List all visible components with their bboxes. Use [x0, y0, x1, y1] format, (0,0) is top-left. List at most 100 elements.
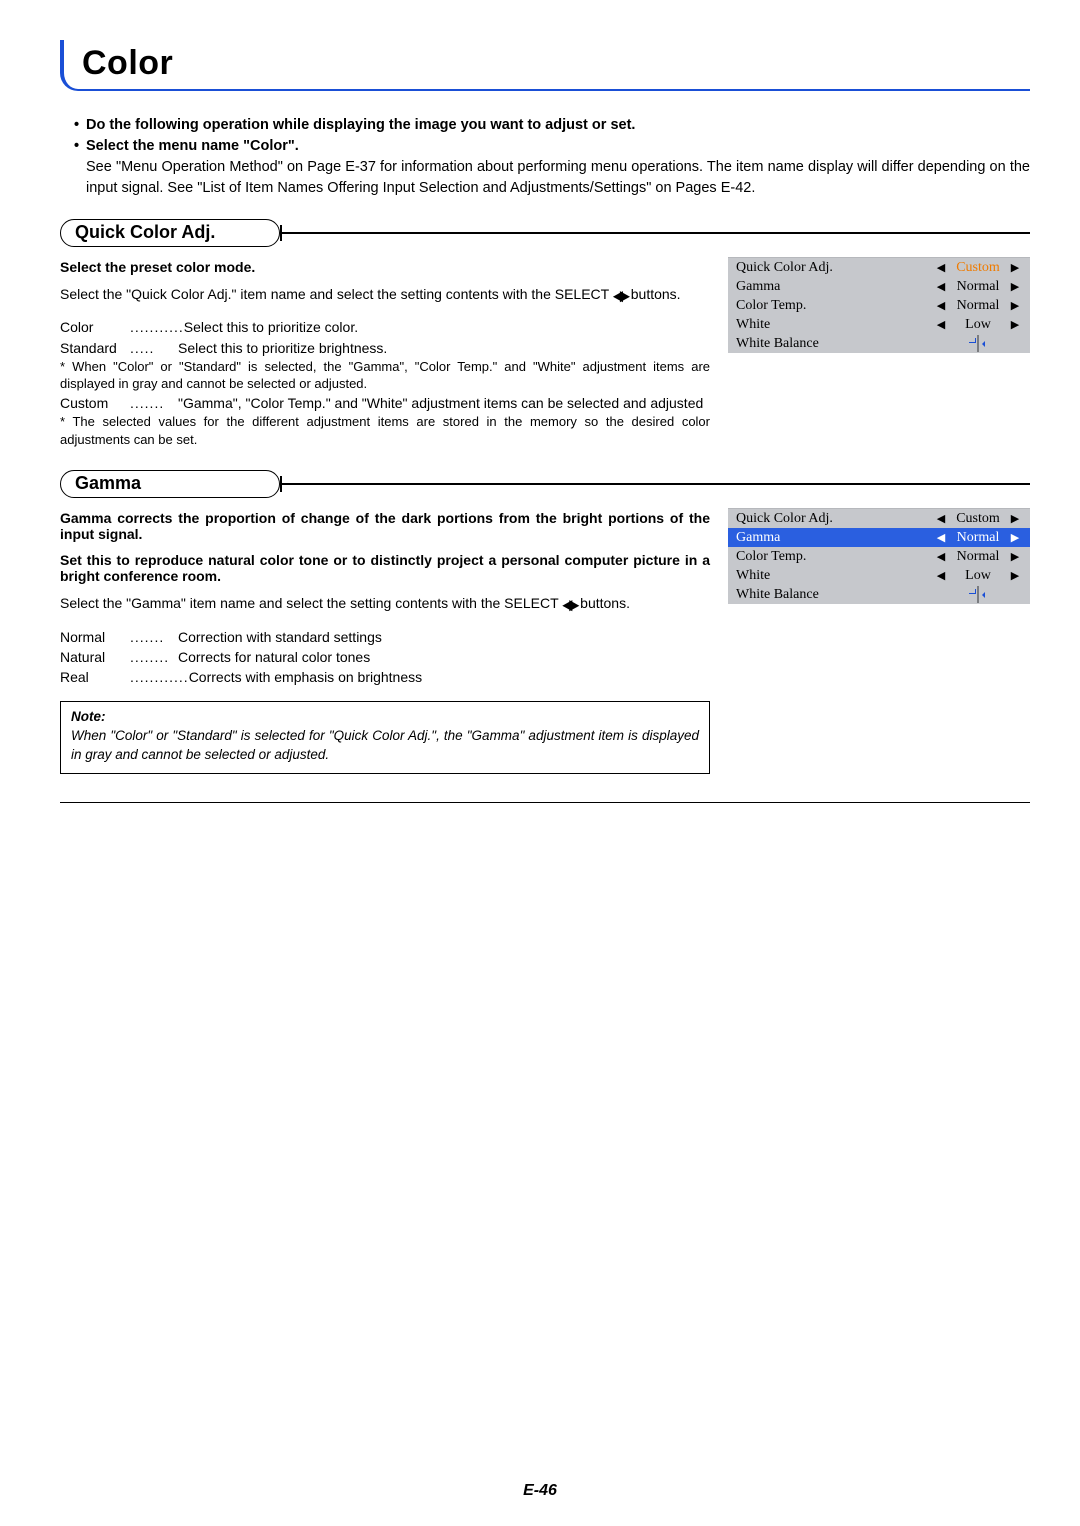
intro-line1: Do the following operation while display…: [86, 115, 1030, 136]
note-head: Note:: [71, 709, 106, 724]
note-body: When "Color" or "Standard" is selected f…: [71, 728, 699, 762]
divider: [60, 802, 1030, 803]
enter-icon: [977, 586, 979, 603]
def-val: Corrects with emphasis on brightness: [189, 667, 710, 687]
menu-label: Color Temp.: [736, 298, 932, 314]
menu-row: White Balance: [728, 585, 1030, 604]
bullet-icon: •: [74, 115, 86, 136]
arrow-left-icon: ◀: [932, 569, 950, 582]
menu-value: Low: [950, 568, 1006, 584]
page-title: Color: [82, 40, 1030, 89]
menu-value: Normal: [950, 279, 1006, 295]
menu-value: Normal: [950, 530, 1006, 546]
arrow-left-icon: ◀: [932, 261, 950, 274]
def-val: Corrects for natural color tones: [178, 647, 710, 667]
intro-line2: Select the menu name "Color".: [86, 136, 1030, 157]
menu-label: White Balance: [736, 587, 932, 603]
def-key: Real: [60, 667, 130, 687]
arrow-right-icon: ▶: [1006, 280, 1024, 293]
menu-label: White: [736, 568, 932, 584]
def-key: Standard: [60, 338, 130, 358]
def-key: Natural: [60, 647, 130, 667]
def-dots: .....: [130, 338, 178, 358]
arrow-right-icon: ▶: [1006, 318, 1024, 331]
def-key: Normal: [60, 627, 130, 647]
menu-label: Quick Color Adj.: [736, 260, 932, 276]
def-dots: ...........: [130, 317, 184, 337]
def-key: Color: [60, 317, 130, 337]
menu-row: Quick Color Adj.◀Custom▶: [728, 509, 1030, 528]
def-val: Correction with standard settings: [178, 627, 710, 647]
arrow-right-icon: ▶: [1006, 569, 1024, 582]
intro-see: See "Menu Operation Method" on Page E-37…: [86, 157, 1030, 199]
enter-icon: [977, 335, 979, 352]
qca-sub: Select the preset color mode.: [60, 259, 710, 275]
osd-menu-quick-color: Quick Color Adj.◀Custom▶Gamma◀Normal▶Col…: [728, 257, 1030, 353]
gamma-sub1: Gamma corrects the proportion of change …: [60, 510, 710, 542]
def-dots: .......: [130, 393, 178, 413]
left-right-arrows-icon: ◀▶: [613, 286, 627, 306]
menu-row: Color Temp.◀Normal▶: [728, 547, 1030, 566]
left-right-arrows-icon: ◀▶: [562, 595, 576, 615]
page-number: E-46: [0, 1482, 1080, 1500]
qca-body: Select the "Quick Color Adj." item name …: [60, 285, 710, 305]
gamma-body: Select the "Gamma" item name and select …: [60, 594, 710, 614]
def-dots: ............: [130, 667, 189, 687]
def-val: Select this to prioritize brightness.: [178, 338, 710, 358]
arrow-right-icon: ▶: [1006, 261, 1024, 274]
menu-value: Custom: [950, 260, 1006, 276]
menu-row: White◀Low▶: [728, 315, 1030, 334]
def-val: Select this to prioritize color.: [184, 317, 710, 337]
qca-body-tail: buttons.: [627, 286, 681, 302]
qca-definitions: Color ........... Select this to priorit…: [60, 317, 710, 448]
divider-line: [281, 232, 1030, 234]
page-title-wrap: Color: [60, 40, 1030, 91]
menu-label: Color Temp.: [736, 549, 932, 565]
menu-label: Quick Color Adj.: [736, 511, 932, 527]
arrow-left-icon: ◀: [932, 531, 950, 544]
osd-menu-gamma: Quick Color Adj.◀Custom▶Gamma◀Normal▶Col…: [728, 508, 1030, 604]
menu-value: Normal: [950, 549, 1006, 565]
menu-value: Low: [950, 317, 1006, 333]
bullet-icon: •: [74, 136, 86, 157]
menu-value: Custom: [950, 511, 1006, 527]
def-dots: ........: [130, 647, 178, 667]
arrow-left-icon: ◀: [932, 280, 950, 293]
arrow-right-icon: ▶: [1006, 299, 1024, 312]
def-key: Custom: [60, 393, 130, 413]
menu-label: White Balance: [736, 336, 932, 352]
arrow-left-icon: ◀: [932, 550, 950, 563]
section-pill: Gamma: [60, 470, 280, 498]
section-heading-quick-color: Quick Color Adj.: [60, 219, 1030, 247]
gamma-definitions: Normal ....... Correction with standard …: [60, 627, 710, 688]
arrow-left-icon: ◀: [932, 512, 950, 525]
qca-note2: * The selected values for the different …: [60, 413, 710, 448]
menu-label: White: [736, 317, 932, 333]
menu-label: Gamma: [736, 279, 932, 295]
menu-row: Color Temp.◀Normal▶: [728, 296, 1030, 315]
section-heading-gamma: Gamma: [60, 470, 1030, 498]
menu-row: White◀Low▶: [728, 566, 1030, 585]
arrow-left-icon: ◀: [932, 318, 950, 331]
divider-line: [281, 483, 1030, 485]
def-val: "Gamma", "Color Temp." and "White" adjus…: [178, 393, 710, 413]
menu-row: Gamma◀Normal▶: [728, 277, 1030, 296]
gamma-body-text: Select the "Gamma" item name and select …: [60, 595, 562, 611]
menu-value: Normal: [950, 298, 1006, 314]
gamma-body-tail: buttons.: [576, 595, 630, 611]
menu-label: Gamma: [736, 530, 932, 546]
qca-body-text: Select the "Quick Color Adj." item name …: [60, 286, 613, 302]
menu-row: White Balance: [728, 334, 1030, 353]
menu-row: Gamma◀Normal▶: [728, 528, 1030, 547]
def-dots: .......: [130, 627, 178, 647]
gamma-sub2: Set this to reproduce natural color tone…: [60, 552, 710, 584]
arrow-right-icon: ▶: [1006, 531, 1024, 544]
arrow-left-icon: ◀: [932, 299, 950, 312]
arrow-right-icon: ▶: [1006, 512, 1024, 525]
intro-block: • Do the following operation while displ…: [74, 115, 1030, 199]
menu-row: Quick Color Adj.◀Custom▶: [728, 258, 1030, 277]
note-box: Note: When "Color" or "Standard" is sele…: [60, 701, 710, 774]
arrow-right-icon: ▶: [1006, 550, 1024, 563]
section-pill: Quick Color Adj.: [60, 219, 280, 247]
qca-note1: * When "Color" or "Standard" is selected…: [60, 358, 710, 393]
